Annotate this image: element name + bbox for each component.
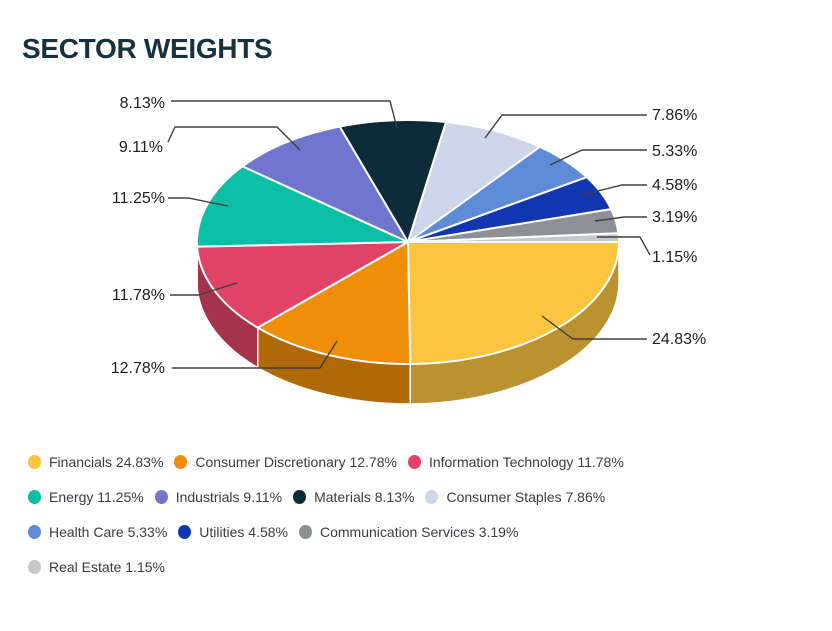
legend-item-communication-services[interactable]: Communication Services 3.19% <box>299 524 518 540</box>
slice-value-label-information-technology: 11.78% <box>112 287 165 304</box>
leader-line-consumer-discretionary <box>172 340 338 369</box>
legend-item-consumer-staples[interactable]: Consumer Staples 7.86% <box>425 489 605 505</box>
legend: Financials 24.83% Consumer Discretionary … <box>28 451 820 578</box>
legend-item-industrials[interactable]: Industrials 9.11% <box>154 489 283 505</box>
legend-label-financials: Financials 24.83% <box>49 454 164 470</box>
pie-slice-materials[interactable] <box>338 119 448 243</box>
legend-label-materials: Materials 8.13% <box>314 489 415 505</box>
legend-item-consumer-discretionary[interactable]: Consumer Discretionary 12.78% <box>174 454 397 470</box>
pie-chart-svg: 24.83% 12.78% 11.78% 11.25% 9.11% 8.13% 7.86% 5… <box>111 95 706 405</box>
legend-item-health-care[interactable]: Health Care 5.33% <box>28 524 167 540</box>
leader-line-information-technology <box>170 282 238 296</box>
legend-swatch-real-estate <box>28 560 41 574</box>
legend-swatch-health-care <box>28 525 41 539</box>
slice-value-label-energy: 11.25% <box>112 190 165 207</box>
legend-label-consumer-discretionary: Consumer Discretionary 12.78% <box>195 454 397 470</box>
leader-line-materials <box>171 100 398 129</box>
legend-label-health-care: Health Care 5.33% <box>49 524 168 540</box>
legend-swatch-consumer-staples <box>425 490 439 504</box>
legend-item-utilities[interactable]: Utilities 4.58% <box>178 524 288 540</box>
legend-item-financials[interactable]: Financials 24.83% <box>28 454 163 470</box>
leader-line-real-estate <box>597 236 651 256</box>
legend-row: Energy 11.25% Industrials 9.11% Materials … <box>28 486 820 508</box>
slice-value-label-materials: 8.13% <box>120 95 165 112</box>
legend-swatch-energy <box>28 490 41 504</box>
leader-line-energy <box>168 197 229 207</box>
legend-label-utilities: Utilities 4.58% <box>199 524 288 540</box>
slice-value-label-utilities: 4.58% <box>652 177 697 194</box>
legend-item-information-technology[interactable]: Information Technology 11.78% <box>407 454 624 470</box>
legend-item-materials[interactable]: Materials 8.13% <box>293 489 414 505</box>
slice-value-label-consumer-staples: 7.86% <box>652 107 697 124</box>
leader-line-financials <box>541 315 647 340</box>
legend-swatch-information-technology <box>407 455 421 469</box>
legend-label-industrials: Industrials 9.11% <box>175 489 283 505</box>
leader-line-communication-services <box>594 216 647 222</box>
leader-line-utilities <box>581 184 647 196</box>
legend-row: Health Care 5.33% Utilities 4.58% Communic… <box>28 521 820 543</box>
slice-value-label-health-care: 5.33% <box>652 143 697 160</box>
legend-swatch-materials <box>293 490 307 504</box>
leader-line-consumer-staples <box>484 114 647 139</box>
legend-label-information-technology: Information Technology 11.78% <box>428 454 624 470</box>
legend-row: Financials 24.83% Consumer Discretionary … <box>28 451 820 473</box>
legend-swatch-communication-services <box>299 525 312 539</box>
slice-value-label-communication-services: 3.19% <box>652 209 697 226</box>
legend-swatch-utilities <box>178 525 192 539</box>
legend-item-energy[interactable]: Energy 11.25% <box>28 489 144 505</box>
legend-label-real-estate: Real Estate 1.15% <box>49 559 165 575</box>
slice-value-label-real-estate: 1.15% <box>652 249 697 266</box>
slice-value-label-consumer-discretionary: 12.78% <box>111 360 165 377</box>
legend-item-real-estate[interactable]: Real Estate 1.15% <box>28 559 165 575</box>
legend-label-communication-services: Communication Services 3.19% <box>320 524 519 540</box>
slice-value-label-industrials: 9.11% <box>119 139 163 156</box>
legend-swatch-financials <box>28 455 41 469</box>
legend-swatch-industrials <box>154 490 168 504</box>
legend-swatch-consumer-discretionary <box>174 455 188 469</box>
leader-line-industrials <box>167 126 301 151</box>
legend-row: Real Estate 1.15% <box>28 556 820 578</box>
pie-slice-industrials[interactable] <box>241 125 409 243</box>
pie-slice-energy[interactable] <box>196 165 409 248</box>
legend-label-energy: Energy 11.25% <box>49 489 144 505</box>
chart-title: SECTOR WEIGHTS <box>22 33 273 64</box>
pie-slice-consumer-staples[interactable] <box>407 121 541 243</box>
legend-label-consumer-staples: Consumer Staples 7.86% <box>446 489 606 505</box>
slice-value-label-financials: 24.83% <box>652 331 706 348</box>
leader-line-health-care <box>549 149 647 166</box>
